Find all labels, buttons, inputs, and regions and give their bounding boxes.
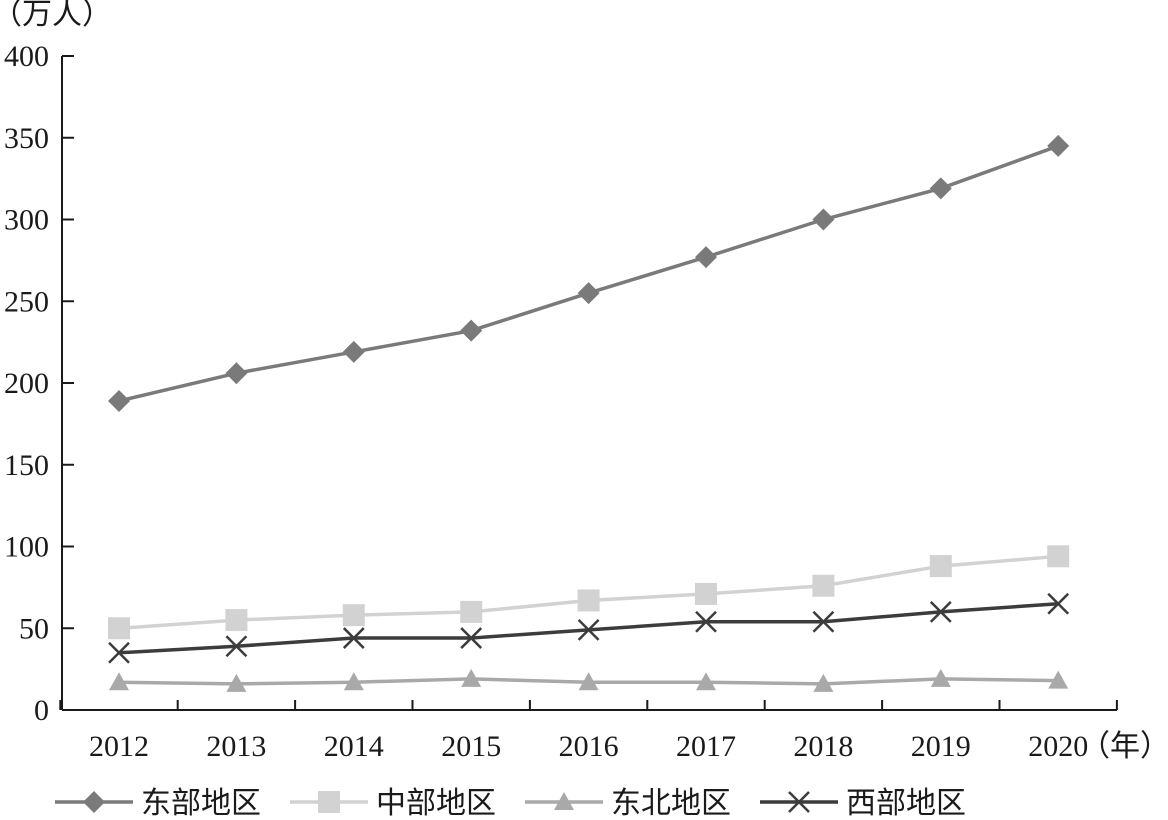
data-point: [460, 319, 483, 342]
y-tick-label: 100: [4, 531, 49, 564]
data-point: [460, 600, 483, 623]
y-tick-label: 50: [19, 612, 49, 645]
data-point: [577, 589, 600, 612]
legend: 东部地区 中部地区 东北地区 西部地区: [55, 786, 966, 820]
data-point: [812, 574, 835, 597]
data-point: [695, 582, 717, 605]
x-tick-label: 2020: [1028, 730, 1088, 763]
x-marker-stroke: [695, 610, 717, 633]
x-tick-label: 2015: [441, 730, 501, 763]
data-point: [108, 617, 130, 640]
data-point: [108, 389, 130, 412]
legend-marker: [788, 791, 810, 813]
data-point: [695, 610, 717, 633]
data-point: [225, 609, 248, 632]
data-point: [225, 362, 248, 385]
data-point: [577, 619, 600, 641]
data-point: [342, 340, 365, 363]
legend-label: 西部地区: [846, 786, 966, 820]
x-axis-unit-label: （年）: [1080, 729, 1168, 764]
x-tick-label: 2014: [324, 730, 384, 763]
data-point: [1047, 545, 1070, 568]
data-point: [929, 601, 952, 623]
x-tick-label: 2012: [89, 730, 149, 763]
data-point: [929, 555, 952, 578]
x-marker-stroke: [812, 610, 835, 633]
y-tick-label: 400: [4, 40, 49, 73]
legend-marker: [83, 791, 105, 813]
x-tick-label: 2013: [206, 730, 266, 763]
axes: 0 50 100 150 200 250 300 350 400 2012 2013 2014 2015…: [4, 40, 1118, 763]
legend-item-1: 中部地区: [290, 786, 496, 820]
y-tick-label: 300: [4, 204, 49, 237]
series-2: [109, 668, 1069, 692]
x-tick-label: 2016: [559, 730, 619, 763]
data-point: [929, 177, 952, 200]
data-point: [1047, 592, 1070, 615]
data-point: [1047, 134, 1070, 157]
series-layer: [108, 134, 1070, 692]
data-point: [461, 668, 482, 687]
x-marker-stroke: [108, 641, 130, 664]
y-tick-label: 150: [4, 449, 49, 482]
data-point: [812, 208, 835, 231]
x-marker-stroke: [1047, 592, 1070, 615]
x-tick-label: 2019: [911, 730, 971, 763]
x-tick-label: 2018: [793, 730, 853, 763]
data-point: [342, 627, 365, 649]
data-point: [225, 635, 248, 658]
x-marker-stroke: [460, 627, 483, 649]
y-tick-label: 200: [4, 367, 49, 400]
series-1: [108, 545, 1070, 640]
x-tick-label: 2017: [676, 730, 736, 763]
x-marker-stroke: [788, 791, 810, 813]
x-marker-stroke: [929, 601, 952, 623]
data-point: [343, 672, 364, 691]
legend-label: 东北地区: [611, 786, 731, 820]
data-point: [577, 282, 600, 305]
x-marker-stroke: [225, 635, 248, 658]
y-axis-unit-label: （万人）: [0, 0, 112, 32]
data-point: [578, 672, 599, 691]
data-point: [930, 668, 951, 687]
data-point: [109, 672, 129, 691]
legend-item-2: 东北地区: [525, 786, 731, 820]
y-tick-label: 0: [34, 694, 49, 727]
legend-marker: [554, 792, 574, 810]
data-point: [226, 673, 247, 692]
data-point: [108, 641, 130, 664]
legend-marker: [318, 791, 340, 813]
x-marker-stroke: [577, 619, 600, 641]
data-point: [460, 627, 483, 649]
data-point: [812, 610, 835, 633]
data-point: [342, 604, 365, 627]
series-0: [108, 134, 1070, 412]
data-point: [695, 246, 717, 269]
series-line: [118, 144, 1059, 403]
legend-item-3: 西部地区: [760, 786, 966, 820]
y-tick-label: 350: [4, 122, 49, 155]
data-point: [813, 673, 834, 692]
x-marker-stroke: [342, 627, 365, 649]
legend-label: 东部地区: [141, 786, 261, 820]
y-tick-label: 250: [4, 285, 49, 318]
data-point: [696, 672, 716, 691]
data-point: [1048, 670, 1069, 689]
legend-item-0: 东部地区: [55, 786, 261, 820]
series-3: [108, 592, 1070, 664]
legend-label: 中部地区: [376, 786, 496, 820]
